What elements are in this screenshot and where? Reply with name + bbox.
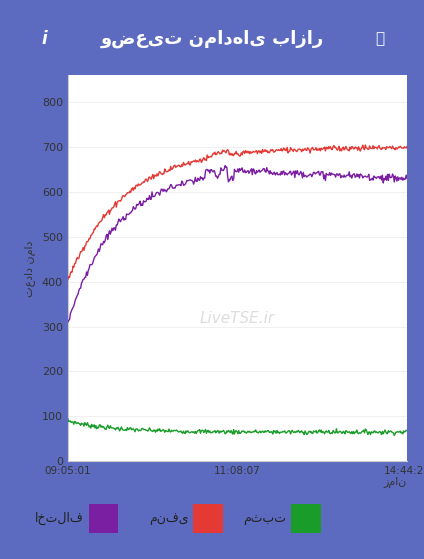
Text: منفی: منفی bbox=[149, 512, 188, 525]
Text: مثبت: مثبت bbox=[243, 512, 286, 525]
Text: i: i bbox=[42, 30, 47, 48]
Y-axis label: تعداد نماد: تعداد نماد bbox=[25, 240, 36, 296]
Text: وضعیت نمادهای بازار: وضعیت نمادهای بازار bbox=[100, 30, 324, 48]
Text: LiveTSE.ir: LiveTSE.ir bbox=[200, 311, 275, 326]
Text: ⛓: ⛓ bbox=[375, 31, 384, 46]
X-axis label: زمان: زمان bbox=[384, 477, 407, 489]
FancyBboxPatch shape bbox=[193, 504, 223, 533]
FancyBboxPatch shape bbox=[291, 504, 321, 533]
Text: اختلاف: اختلاف bbox=[35, 512, 84, 525]
FancyBboxPatch shape bbox=[89, 504, 118, 533]
